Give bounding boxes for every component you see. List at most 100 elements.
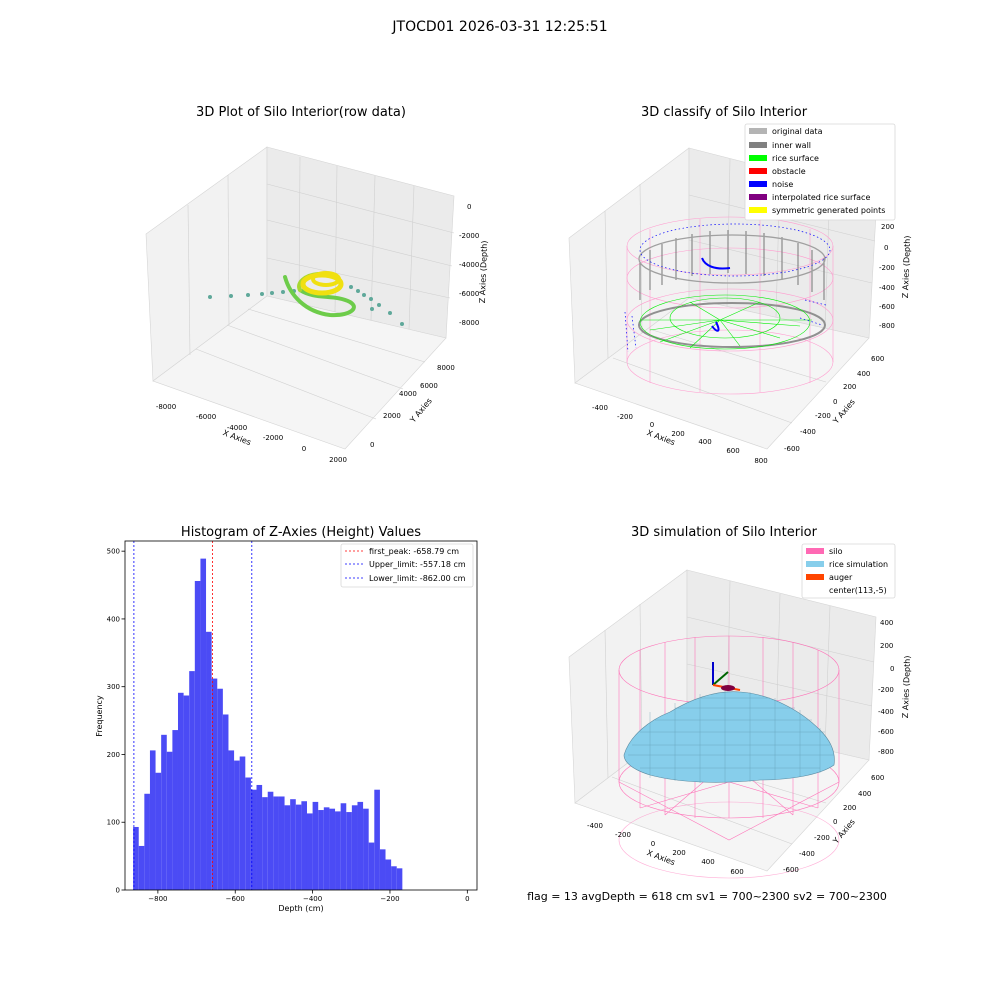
histogram-bar <box>379 849 386 890</box>
histogram-bar <box>206 631 212 890</box>
simulation-3d-plot: 3D simulation of Silo Interior <box>568 525 912 879</box>
simulation-x-tick: 400 <box>701 858 714 866</box>
histogram-bar <box>217 688 223 890</box>
simulation-y-tick: -400 <box>799 850 815 858</box>
histogram-bar <box>363 808 369 890</box>
raw-plot-title: 3D Plot of Silo Interior(row data) <box>196 105 406 120</box>
histogram-bar <box>329 808 336 890</box>
histogram-bar <box>189 671 195 890</box>
raw-x-tick: 0 <box>302 445 306 453</box>
simulation-legend-label: silo <box>829 547 843 556</box>
auger-icon <box>712 662 741 691</box>
simulation-x-tick: 200 <box>672 849 685 857</box>
histogram-legend-label: first_peak: -658.79 cm <box>369 547 459 556</box>
raw-y-tick: 2000 <box>383 412 401 420</box>
histogram-bar <box>155 772 162 890</box>
simulation-y-tick: 200 <box>843 804 856 812</box>
histogram-bar <box>183 695 190 890</box>
classify-x-tick: 400 <box>698 438 711 446</box>
histogram-bar <box>391 866 397 890</box>
histogram-bar <box>256 784 263 890</box>
histogram-y-tick-label: 300 <box>107 683 120 691</box>
raw-y-tick: 4000 <box>399 390 417 398</box>
histogram-bar <box>312 801 319 890</box>
histogram-bar <box>385 859 392 890</box>
histogram-bar <box>284 805 291 890</box>
classify-legend-label: noise <box>772 180 793 189</box>
histogram-bar <box>177 692 184 890</box>
histogram-y-tick-label: 500 <box>107 548 120 556</box>
classify-y-tick: 400 <box>857 370 870 378</box>
classify-z-tick: -400 <box>879 284 895 292</box>
raw-z-label: Z Axies (Depth) <box>478 240 489 303</box>
histogram-bar <box>335 811 341 890</box>
histogram-bar <box>234 760 240 890</box>
histogram-bar <box>290 799 296 890</box>
histogram-legend-label: Upper_limit: -557.18 cm <box>369 560 466 569</box>
classify-legend-label: rice surface <box>772 154 819 163</box>
classify-y-tick: 0 <box>833 398 837 406</box>
histogram-bar <box>346 812 352 890</box>
histogram-bar <box>245 777 251 890</box>
simulation-rice-surface <box>623 691 835 784</box>
simulation-y-tick: 600 <box>871 774 884 782</box>
classify-noise <box>624 223 831 353</box>
raw-x-tick: 2000 <box>329 456 347 464</box>
simulation-z-tick: -400 <box>878 708 894 716</box>
raw-y-label: Y Axies <box>408 396 434 425</box>
histogram-bar <box>323 807 330 890</box>
raw-x-tick: -6000 <box>196 413 216 421</box>
simulation-z-label: Z Axies (Depth) <box>901 655 912 718</box>
simulation-x-tick: -200 <box>615 831 631 839</box>
simulation-x-tick: 0 <box>651 840 655 848</box>
raw-3d-plot: 3D Plot of Silo Interior(row data) <box>145 105 489 464</box>
classify-z-tick: 200 <box>881 223 894 231</box>
histogram-bar <box>239 756 246 890</box>
classify-legend-label: interpolated rice surface <box>772 193 870 202</box>
classify-y-tick: 200 <box>843 383 856 391</box>
histogram-y-tick-label: 0 <box>116 887 120 895</box>
histogram-legend-label: Lower_limit: -862.00 cm <box>369 574 466 583</box>
raw-y-tick: 8000 <box>437 364 455 372</box>
histogram-bar <box>222 714 229 890</box>
histogram-bar <box>318 810 324 890</box>
raw-pane-left <box>145 146 455 450</box>
classify-x-tick: 0 <box>650 421 654 429</box>
histogram-bar <box>211 678 218 890</box>
simulation-z-tick: 400 <box>880 619 893 627</box>
classify-x-tick: 800 <box>754 457 767 465</box>
raw-z-tick: -4000 <box>459 261 479 269</box>
classify-z-tick: -600 <box>879 303 895 311</box>
histogram-bar <box>161 734 167 890</box>
histogram-chart: Histogram of Z-Axies (Height) Values −80… <box>95 525 478 913</box>
histogram-bar <box>340 803 347 890</box>
histogram-bar <box>194 580 201 890</box>
classify-inner-wall <box>638 230 826 348</box>
raw-z-tick: -8000 <box>459 319 479 327</box>
histogram-x-tick-label: −400 <box>303 895 322 903</box>
classify-z-tick: 0 <box>884 244 888 252</box>
classify-x-tick: -200 <box>617 413 633 421</box>
histogram-bar <box>301 801 307 890</box>
simulation-z-tick: -800 <box>878 748 894 756</box>
histogram-bar <box>357 801 364 890</box>
classify-x-tick: -400 <box>592 404 608 412</box>
histogram-plot-area: −800 −600 −400 −200 0 0 100 200 300 400 500 <box>107 540 478 903</box>
histogram-bar <box>262 797 268 890</box>
histogram-bar <box>273 796 279 890</box>
histogram-bar <box>172 730 178 890</box>
classify-legend-label: original data <box>772 127 823 136</box>
histogram-bar <box>200 558 207 890</box>
raw-x-tick: -4000 <box>227 424 247 432</box>
classify-y-tick: 600 <box>871 355 884 363</box>
simulation-x-tick: -400 <box>587 822 603 830</box>
simulation-y-tick: 400 <box>858 790 871 798</box>
raw-y-tick: 0 <box>370 441 374 449</box>
histogram-bar <box>368 842 375 890</box>
simulation-z-tick: -200 <box>878 686 894 694</box>
histogram-bar <box>267 791 274 890</box>
histogram-bar <box>306 813 313 890</box>
classify-y-tick: -200 <box>815 412 831 420</box>
simulation-plot-title: 3D simulation of Silo Interior <box>631 525 818 540</box>
